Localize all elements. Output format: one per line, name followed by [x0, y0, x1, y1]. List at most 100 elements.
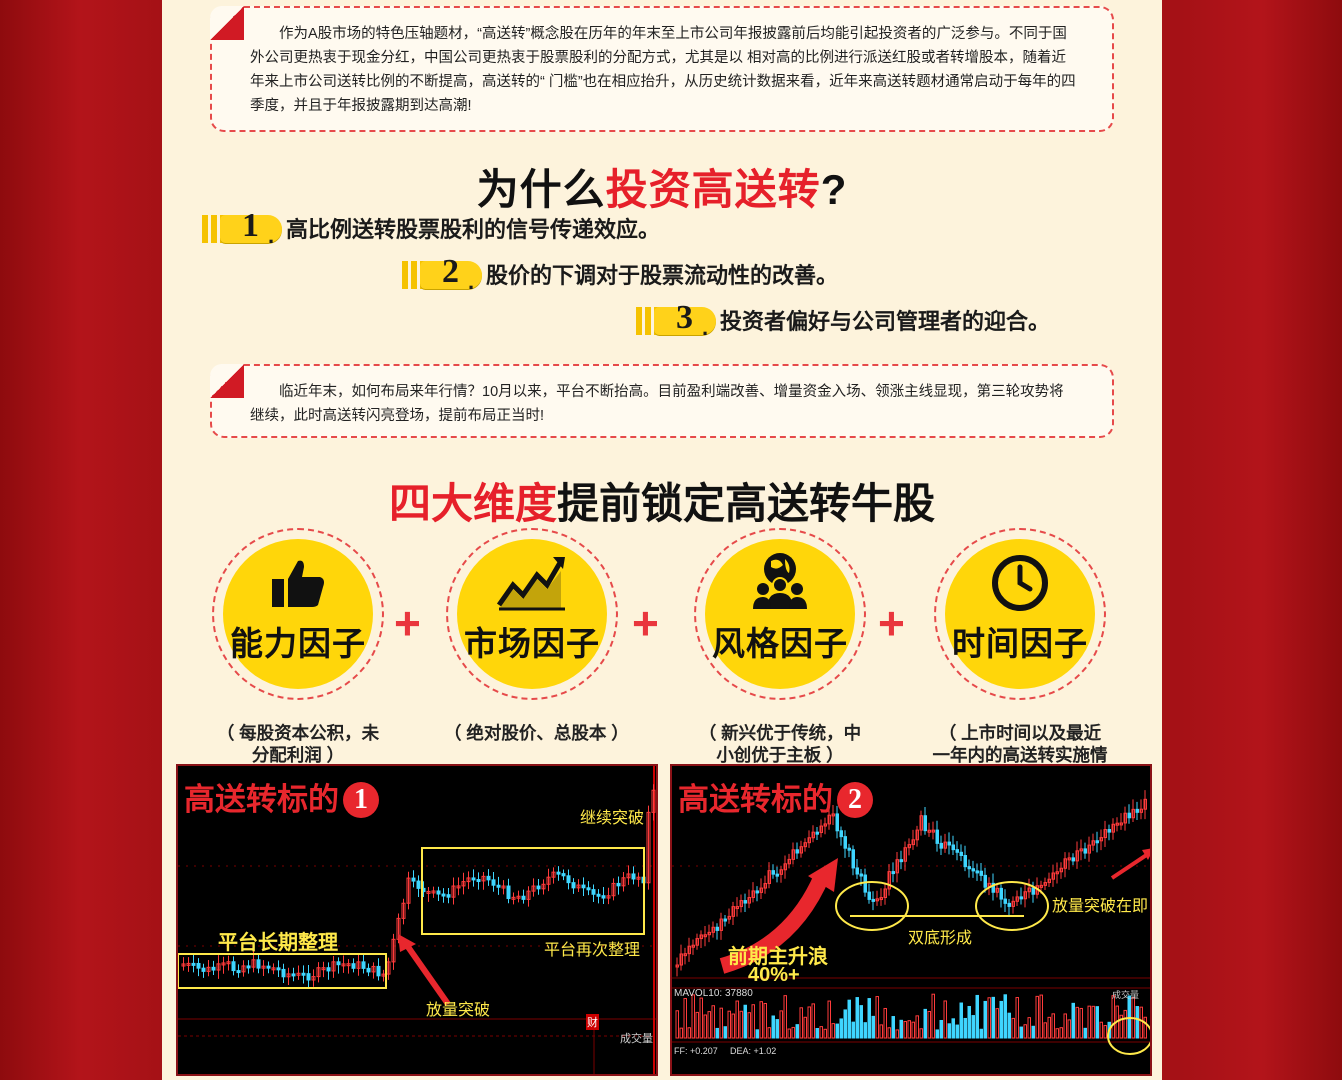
candle: [566, 875, 571, 884]
candle: [983, 874, 987, 888]
candle: [931, 829, 935, 833]
candle: [401, 902, 406, 919]
volume-bar: [991, 996, 995, 1039]
candle: [759, 887, 763, 893]
candle: [979, 870, 983, 876]
candle: [206, 966, 211, 972]
factor-desc: （ 新兴优于传统，中小创优于主板 ）: [698, 723, 862, 765]
candle: [915, 829, 919, 841]
volume-bar: [951, 1018, 955, 1039]
volume-bar: [1031, 1025, 1035, 1039]
candle: [351, 963, 356, 969]
annotation-double-bottom: 双底形成: [908, 930, 973, 947]
candle: [715, 926, 719, 931]
volume-bar: [911, 1021, 915, 1039]
volume-bar: [823, 1028, 827, 1039]
volume-bar: [815, 1028, 819, 1039]
candle: [1115, 822, 1119, 826]
candle: [1071, 857, 1075, 862]
volume-bar: [795, 1024, 799, 1039]
candle: [735, 906, 739, 910]
corner-flag-icon: [210, 6, 244, 40]
candle: [521, 895, 526, 900]
volume-bar: [1047, 1016, 1051, 1039]
candle: [451, 885, 456, 898]
volume-bar: [863, 1022, 867, 1039]
candle: [963, 855, 967, 868]
volume-bar: [1079, 1007, 1083, 1039]
candle: [1127, 812, 1131, 819]
candle: [406, 877, 411, 904]
reason-item-2: 2. 股价的下调对于股票流动性的改善。: [402, 253, 839, 294]
reason-text: 股价的下调对于股票流动性的改善。: [486, 263, 839, 288]
annotation-gain: 40%+: [748, 964, 800, 986]
volume-bar: [683, 998, 687, 1039]
plus-icon: +: [394, 597, 421, 649]
candle: [859, 873, 863, 877]
candle: [486, 875, 491, 881]
candle: [546, 876, 551, 885]
volume-bar: [1019, 1026, 1023, 1039]
candle: [1095, 840, 1099, 844]
volume-bar: [803, 1016, 807, 1039]
candle: [867, 891, 871, 900]
volume-bar: [955, 1024, 959, 1039]
candle: [779, 869, 783, 875]
volume-bar: [839, 1018, 843, 1039]
candle: [923, 815, 927, 832]
volume-bar: [935, 1029, 939, 1039]
volume-bar: [887, 1027, 891, 1039]
candle: [211, 966, 216, 971]
candle: [1039, 884, 1043, 888]
candle: [561, 873, 566, 877]
candle: [586, 887, 591, 891]
candle: [456, 885, 461, 889]
candle: [631, 873, 636, 880]
volume-bar: [703, 1014, 707, 1039]
candle: [755, 890, 759, 894]
volume-bar: [871, 1015, 875, 1039]
candle: [446, 894, 451, 898]
candle: [1019, 896, 1023, 900]
volume-bar: [755, 1029, 759, 1039]
volume-bar: [1139, 1006, 1143, 1039]
candle: [556, 871, 561, 875]
volume-bar: [999, 1000, 1003, 1039]
candle: [186, 962, 191, 966]
candle: [341, 963, 346, 967]
candle: [466, 877, 471, 883]
volume-bar: [927, 1010, 931, 1039]
candle: [536, 885, 541, 890]
reason-number: 2: [442, 253, 459, 290]
number-badge-icon: 2.: [402, 253, 482, 294]
candle: [835, 813, 839, 832]
candle: [261, 965, 266, 969]
candle: [596, 893, 601, 897]
candle: [356, 961, 361, 969]
candle: [827, 814, 831, 825]
candle: [1119, 822, 1123, 826]
volume-bar: [947, 1023, 951, 1039]
annotation-long-consolidation: 平台长期整理: [218, 932, 338, 954]
candle: [751, 890, 755, 899]
candle: [1003, 898, 1007, 904]
candle: [256, 959, 261, 969]
volume-bar: [1127, 995, 1131, 1039]
volume-bar: [1111, 995, 1115, 1039]
volume-bar: [895, 1029, 899, 1039]
candle: [551, 871, 556, 878]
candle: [971, 868, 975, 872]
why-heading-suffix: ?: [820, 166, 848, 213]
volume-bar: [1087, 1005, 1091, 1039]
volume-bar: [1059, 1027, 1063, 1039]
candle: [391, 938, 396, 963]
candle: [695, 938, 699, 946]
candle: [616, 882, 621, 887]
candle: [907, 844, 911, 849]
volume-bar: [1123, 1009, 1127, 1039]
plus-icon: +: [632, 597, 659, 649]
reason-text: 投资者偏好与公司管理者的迎合。: [720, 309, 1051, 334]
candle: [581, 884, 586, 889]
candle: [346, 963, 351, 967]
candle: [947, 841, 951, 846]
